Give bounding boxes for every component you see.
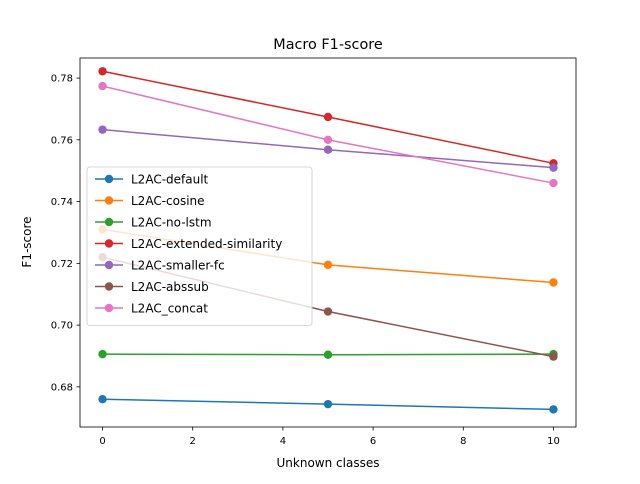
- legend-swatch-marker: [104, 217, 114, 227]
- legend: L2AC-default L2AC-cosine L2AC-no-lstm L2AC-…: [86, 166, 313, 326]
- x-tick-label: 6: [370, 436, 376, 447]
- x-tick-label: 10: [547, 436, 560, 447]
- legend-box: [86, 166, 313, 326]
- data-point: [549, 278, 558, 287]
- y-tick-label: 0.78: [51, 74, 73, 85]
- legend-swatch-marker: [104, 239, 114, 248]
- data-point: [98, 125, 107, 134]
- y-tick-label: 0.68: [51, 382, 73, 393]
- x-tick-label: 0: [99, 436, 105, 447]
- y-tick-label: 0.74: [51, 197, 73, 208]
- x-tick-label: 8: [460, 436, 466, 447]
- legend-swatch-marker: [104, 196, 114, 205]
- legend-label: L2AC-extended-similarity: [131, 237, 282, 251]
- plot-area-frame: [79, 57, 577, 428]
- data-point: [323, 350, 333, 359]
- y-tick-label: 0.76: [51, 135, 73, 146]
- data-point: [549, 405, 558, 414]
- legend-swatch-marker: [104, 174, 114, 184]
- x-tick-label: 4: [280, 436, 286, 447]
- data-point: [323, 260, 333, 270]
- y-tick-label: 0.72: [51, 259, 73, 270]
- data-point: [98, 81, 107, 91]
- data-point: [549, 163, 558, 172]
- data-point: [323, 135, 333, 145]
- data-point: [323, 399, 333, 409]
- legend-swatch-marker: [104, 303, 114, 313]
- legend-label: L2AC-abssub: [131, 280, 209, 294]
- data-point: [98, 349, 107, 359]
- axis-ticks: 0 2 4 6 8 10 0.68 0.70 0.72 0.74 0.76 0.78: [51, 74, 560, 447]
- legend-label: L2AC-smaller-fc: [131, 258, 225, 272]
- data-point: [323, 307, 333, 316]
- legend-label: L2AC-default: [131, 172, 209, 186]
- data-point: [549, 352, 558, 361]
- legend-label: L2AC-cosine: [131, 194, 205, 208]
- legend-label: L2AC-no-lstm: [131, 215, 212, 229]
- data-point: [98, 395, 107, 404]
- y-tick-label: 0.70: [51, 321, 73, 332]
- data-point: [549, 178, 558, 188]
- legend-swatch-marker: [104, 282, 114, 291]
- data-point: [98, 67, 107, 76]
- legend-swatch-marker: [104, 260, 114, 270]
- y-axis-label: F1-score: [20, 216, 34, 267]
- data-point: [323, 112, 333, 122]
- x-tick-label: 2: [190, 436, 196, 447]
- legend-label: L2AC_concat: [131, 301, 208, 315]
- x-axis-label: Unknown classes: [277, 456, 380, 470]
- data-point: [323, 145, 333, 154]
- chart-title: Macro F1-score: [273, 37, 383, 53]
